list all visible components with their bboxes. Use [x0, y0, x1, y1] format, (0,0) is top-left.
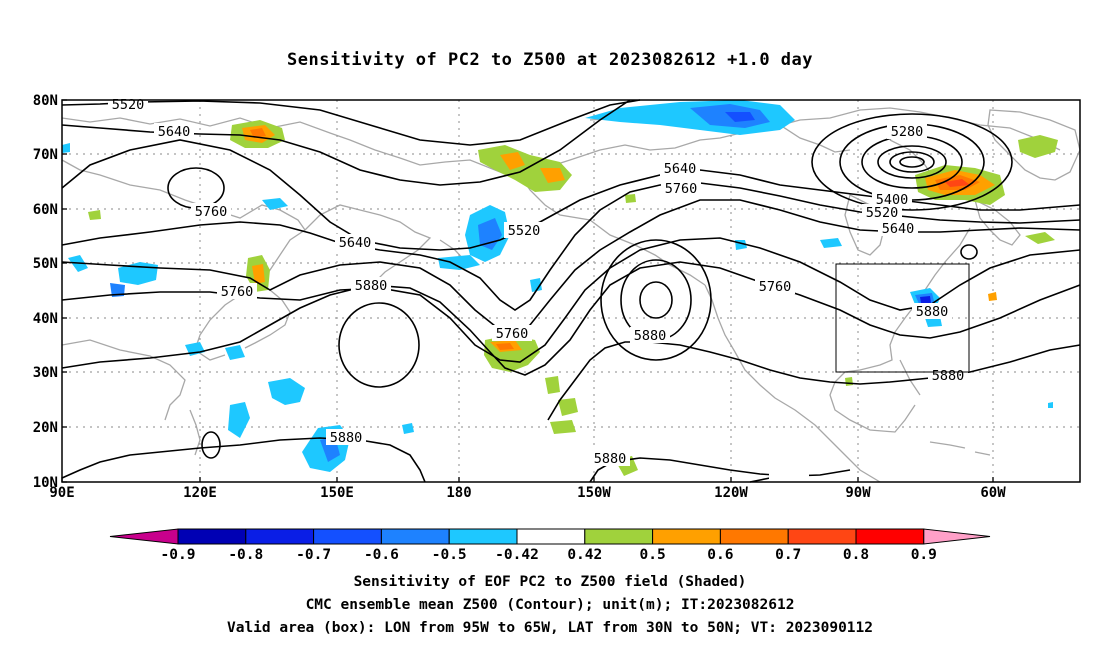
colorbar-segment — [787, 528, 857, 545]
contour-label-bg — [878, 220, 918, 236]
colorbar-segment — [652, 528, 721, 545]
contour-label-bg — [154, 123, 194, 139]
lat-label: 50N — [33, 256, 58, 272]
contour-label: 5760 — [195, 204, 228, 220]
contour-label: 5880 — [932, 368, 965, 384]
lon-label: 60W — [980, 485, 1006, 501]
colorbar-segment — [855, 528, 925, 545]
colorbar-label: -0.5 — [432, 547, 467, 563]
plot-frame — [61, 99, 1081, 483]
contour-label-bg — [769, 466, 809, 482]
colorbar-label: 0.42 — [567, 547, 602, 563]
contour-label-bg — [660, 160, 700, 176]
contour-label: 5880 — [916, 304, 949, 320]
contour-label: 5880 — [355, 278, 388, 294]
colorbar-labels: -0.9 -0.8 -0.7 -0.6 -0.5 -0.42 0.42 0.5 0.6 0.7 0.… — [161, 547, 937, 563]
lon-label: 120W — [714, 485, 748, 501]
lon-label: 90E — [49, 485, 74, 501]
colorbar-label: 0.8 — [843, 547, 869, 563]
contour-label-bg — [928, 367, 968, 383]
contour-label-bg — [590, 450, 630, 466]
lon-label: 180 — [446, 485, 471, 501]
contour-label-bg — [326, 429, 366, 445]
lat-label: 30N — [33, 365, 58, 381]
contour-label-bg — [504, 222, 544, 238]
caption-shaded: Sensitivity of EOF PC2 to Z500 field (Sh… — [353, 574, 747, 590]
colorbar-label: -0.7 — [296, 547, 331, 563]
contour-label-bg — [191, 203, 231, 219]
lat-label: 60N — [33, 202, 58, 218]
contour-label-bg — [872, 191, 912, 207]
contour-label-bg — [661, 180, 701, 196]
colorbar-segment — [719, 528, 789, 545]
contour-label: 5640 — [882, 221, 915, 237]
lat-label: 70N — [33, 147, 58, 163]
colorbar-segment — [584, 528, 654, 545]
contour-label-bg — [755, 278, 795, 294]
colorbar-label: -0.42 — [495, 547, 539, 563]
contour-label: 5880 — [594, 451, 627, 467]
colorbar-segment — [245, 528, 315, 545]
colorbar-segment — [313, 528, 382, 545]
lat-label: 20N — [33, 420, 58, 436]
colorbar-label: -0.6 — [364, 547, 399, 563]
contour-label: 5880 — [634, 328, 667, 344]
contour-label: 5640 — [664, 161, 697, 177]
contour-label-bg — [217, 283, 257, 299]
lon-label: 120E — [183, 485, 217, 501]
caption-valid-area: Valid area (box): LON from 95W to 65W, L… — [226, 620, 873, 636]
contour-label: 5760 — [496, 326, 529, 342]
lat-label: 40N — [33, 311, 58, 327]
colorbar-min-arrow — [109, 528, 179, 545]
sensitivity-shading — [62, 100, 1058, 476]
contour-label: 5760 — [221, 284, 254, 300]
contour-label-bg — [630, 327, 670, 343]
colorbar-label: 0.5 — [639, 547, 665, 563]
contour-label: 5760 — [759, 279, 792, 295]
contour-label-bg — [351, 277, 391, 293]
contour-label-bg — [912, 303, 952, 319]
colorbar-segment — [380, 528, 450, 545]
contour-label: 5520 — [866, 205, 899, 221]
contour-label-bg — [862, 204, 902, 220]
contour-label: 5520 — [508, 223, 541, 239]
contour-label: 5640 — [158, 124, 191, 140]
caption-contour: CMC ensemble mean Z500 (Contour); unit(m… — [305, 597, 795, 613]
colorbar-label: 0.6 — [707, 547, 733, 563]
lat-label: 80N — [33, 93, 58, 109]
contour-label: 5760 — [665, 181, 698, 197]
longitude-labels: 90E 120E 150E 180 150W 120W 90W 60W — [49, 477, 1006, 501]
colorbar-segment — [516, 528, 586, 545]
contour-label-bg — [492, 325, 532, 341]
lon-label: 150W — [577, 485, 611, 501]
contour-label: 5880 — [330, 430, 363, 446]
contour-label: 5640 — [339, 235, 372, 251]
contour-label-bg — [887, 123, 927, 139]
contour-label: 5280 — [891, 124, 924, 140]
latitude-labels: 80N 70N 60N 50N 40N 30N 20N 10N — [33, 93, 67, 491]
colorbar-segment — [448, 528, 518, 545]
colorbar — [109, 528, 991, 545]
lon-label: 150E — [320, 485, 354, 501]
lon-label: 90W — [845, 485, 871, 501]
map-title: Sensitivity of PC2 to Z500 at 2023082612… — [286, 50, 813, 70]
colorbar-label: -0.9 — [161, 547, 196, 563]
valid-area-box — [835, 263, 970, 373]
contour-label-bg — [335, 234, 375, 250]
contour-label: 5520 — [112, 97, 145, 113]
colorbar-label: 0.7 — [775, 547, 801, 563]
colorbar-label: 0.9 — [911, 547, 937, 563]
colorbar-label: -0.8 — [228, 547, 263, 563]
colorbar-segment — [177, 528, 247, 545]
colorbar-max-arrow — [923, 528, 991, 545]
lat-label: 10N — [33, 475, 58, 491]
